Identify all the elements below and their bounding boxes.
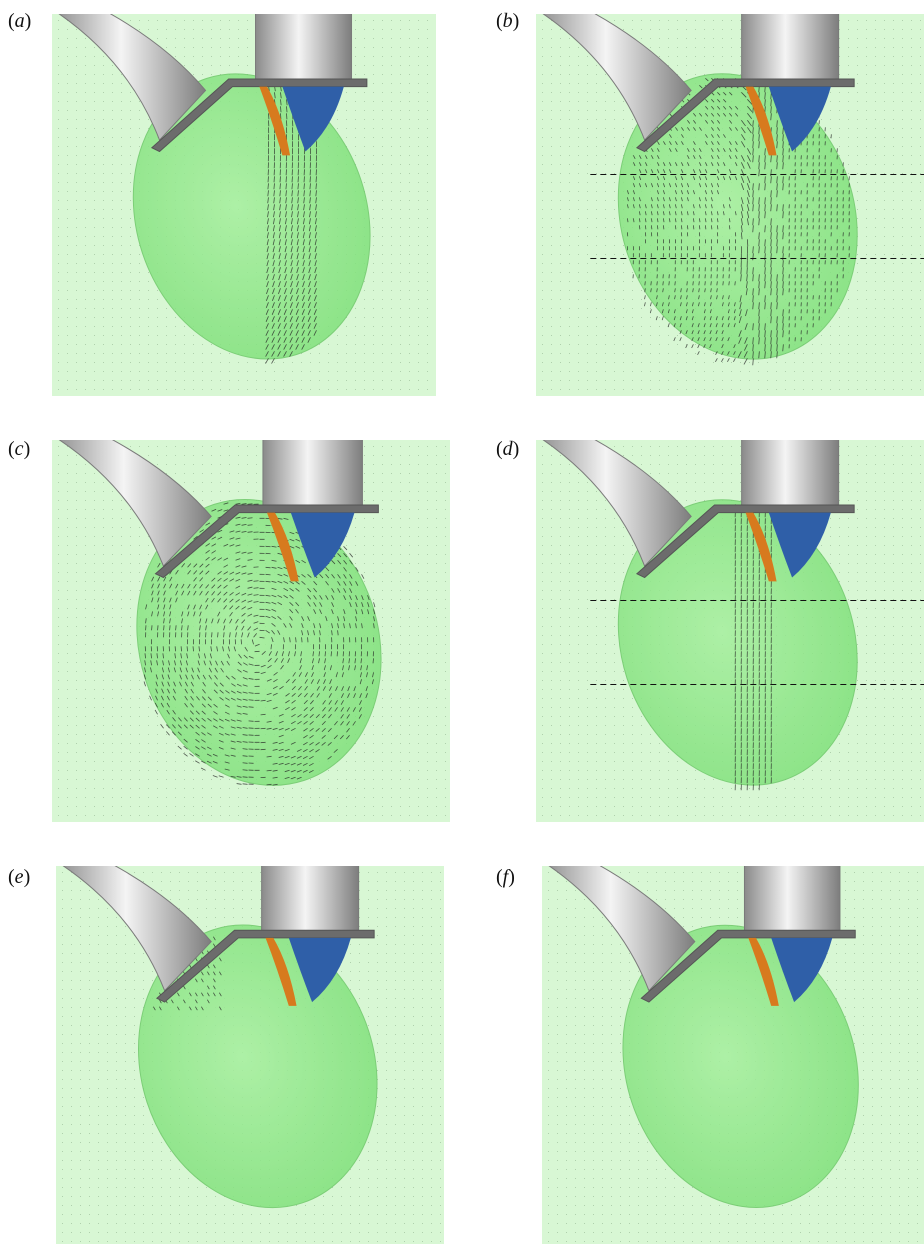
valve-leaflet-orange — [745, 512, 777, 582]
velocity-vectors — [143, 502, 376, 786]
panel-label-e: (e) — [8, 866, 31, 888]
valve-leaflet-blue — [771, 937, 833, 1003]
flange — [635, 78, 855, 153]
panel-f-image — [542, 866, 924, 1244]
curved-tube — [62, 866, 212, 992]
flange — [155, 929, 375, 1003]
straight-tube — [262, 440, 363, 510]
panel-a-image — [52, 14, 436, 396]
straight-tube — [743, 866, 841, 935]
panel-label-b: (b) — [496, 10, 520, 32]
panel-f-svg — [542, 866, 924, 1244]
curved-tube — [58, 440, 212, 567]
background-vector-grid — [58, 446, 446, 816]
panel-b-image — [536, 14, 924, 396]
panel-e-svg — [56, 866, 444, 1244]
straight-tube — [741, 440, 840, 510]
valve-leaflet-orange — [265, 937, 297, 1006]
panel-a-svg — [52, 14, 436, 396]
valve-leaflet-blue — [288, 937, 351, 1003]
panel-d-svg — [536, 440, 924, 822]
valve-leaflet-orange — [745, 86, 777, 156]
flange — [635, 504, 855, 579]
curved-tube — [58, 14, 207, 141]
panel-c-svg — [52, 440, 450, 822]
valve-leaflet-orange — [259, 86, 291, 156]
panel-label-a: (a) — [8, 10, 32, 32]
flange — [154, 504, 379, 579]
panel-label-c: (c) — [8, 438, 31, 460]
valve-leaflet-orange — [748, 937, 779, 1006]
panel-c-image — [52, 440, 450, 822]
flange — [640, 929, 856, 1003]
panel-b-svg — [536, 14, 924, 396]
straight-tube — [261, 866, 360, 935]
valve-leaflet-blue — [768, 512, 831, 578]
straight-tube — [741, 14, 840, 84]
velocity-vectors — [734, 504, 772, 791]
panel-d-image — [536, 440, 924, 822]
curved-tube — [542, 440, 692, 567]
valve-leaflet-blue — [768, 86, 831, 152]
straight-tube — [255, 14, 353, 84]
valve-leaflet-blue — [282, 86, 344, 152]
panel-label-d: (d) — [496, 438, 520, 460]
panel-label-f: (f) — [496, 866, 515, 888]
valve-leaflet-orange — [266, 512, 299, 582]
curved-tube — [548, 866, 696, 992]
valve-leaflet-blue — [290, 512, 355, 578]
panel-e-image — [56, 866, 444, 1244]
curved-tube — [542, 14, 692, 141]
flange — [150, 78, 368, 153]
